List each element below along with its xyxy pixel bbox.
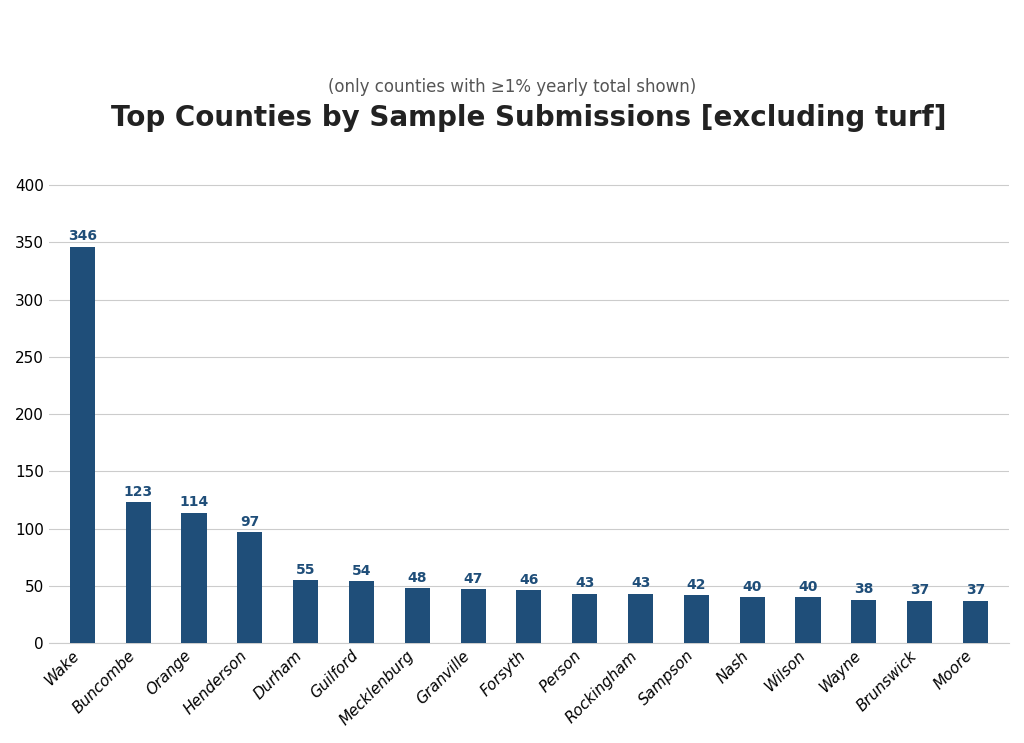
Text: (only counties with ≥1% yearly total shown): (only counties with ≥1% yearly total sho… [328,78,696,96]
Text: 40: 40 [742,580,762,594]
Bar [516,591,542,643]
Text: 46: 46 [519,573,539,587]
Bar [739,597,765,643]
Bar [126,502,151,643]
Bar [70,247,95,643]
Bar [684,595,709,643]
Text: 123: 123 [124,485,153,499]
Bar [181,513,207,643]
Bar [349,581,374,643]
Text: 43: 43 [575,577,595,591]
Bar [572,594,597,643]
Bar [907,601,932,643]
Text: 38: 38 [854,583,873,596]
Text: 37: 37 [910,583,930,597]
Text: 114: 114 [179,495,209,509]
Text: 97: 97 [241,515,259,528]
Text: 40: 40 [799,580,818,594]
Text: 37: 37 [966,583,985,597]
Bar [796,597,820,643]
Text: 43: 43 [631,577,650,591]
Bar [404,588,430,643]
Text: 48: 48 [408,571,427,585]
Text: 346: 346 [68,230,97,244]
Bar [963,601,988,643]
Text: 55: 55 [296,562,315,577]
Text: 47: 47 [464,572,482,586]
Bar [628,594,653,643]
Text: 54: 54 [351,564,372,578]
Bar [851,600,877,643]
Bar [461,589,485,643]
Title: Top Counties by Sample Submissions [excluding turf]: Top Counties by Sample Submissions [excl… [112,104,946,132]
Bar [238,532,262,643]
Text: 42: 42 [687,577,707,591]
Bar [293,580,318,643]
